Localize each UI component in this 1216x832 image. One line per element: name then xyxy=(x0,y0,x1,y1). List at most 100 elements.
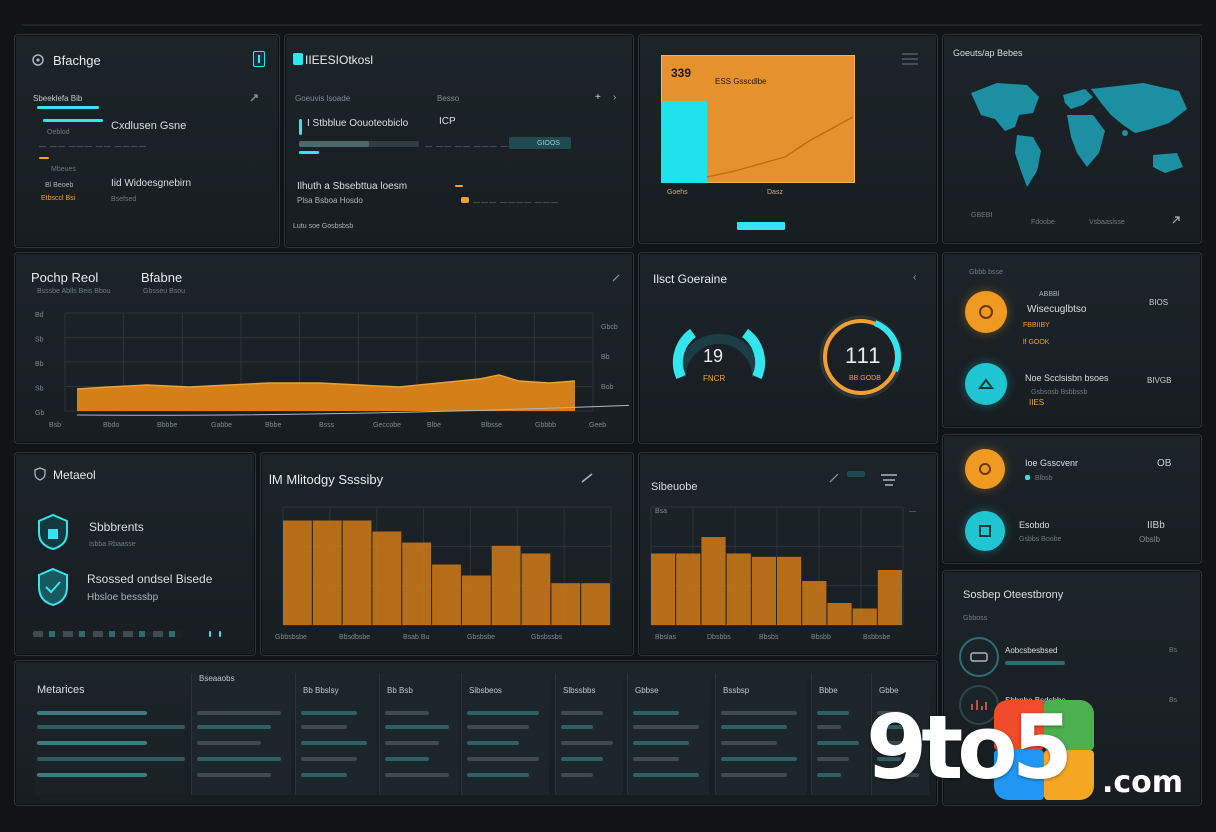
x-tick-label: Gbsbssbs xyxy=(531,634,563,641)
bar xyxy=(372,531,402,625)
table-row[interactable] xyxy=(37,741,147,745)
bar xyxy=(402,542,432,625)
alert-icon[interactable] xyxy=(965,291,1007,333)
services-panel: Ioe Gsscvenr Blbsb OB Esobdo Gsbbs Boobe… xyxy=(942,434,1202,564)
table-header[interactable]: Slbssbbs xyxy=(563,686,596,695)
y-tick-label: Bb xyxy=(35,361,44,368)
bar xyxy=(726,553,751,625)
shield-check-icon[interactable] xyxy=(35,567,71,607)
table-cell xyxy=(467,725,529,729)
y-tick-label-right: Bb xyxy=(601,354,610,361)
table-cell xyxy=(877,757,901,761)
logo-text: 9to5 xyxy=(866,696,1073,799)
table-cell xyxy=(197,757,281,761)
row-dash: — —— —— ——— —— xyxy=(425,143,517,150)
table-header[interactable]: Gbbe xyxy=(879,686,899,695)
device-icon[interactable] xyxy=(959,637,999,677)
row-a: Bl Beoeb xyxy=(45,182,74,189)
table-cell xyxy=(301,725,347,729)
progress-bar xyxy=(43,119,103,122)
gauge-1-value: 19 xyxy=(703,346,724,366)
bar xyxy=(521,553,551,625)
bar xyxy=(491,545,521,625)
table-cell xyxy=(877,711,901,715)
table-header[interactable]: Bb Bbslsy xyxy=(303,686,339,695)
lock-icon[interactable] xyxy=(35,513,71,551)
table-cell xyxy=(561,741,613,745)
cyan-column xyxy=(661,101,707,183)
panel-title-2: Bfabne xyxy=(141,270,183,285)
table-row[interactable] xyxy=(37,711,147,715)
panel-menu-icon[interactable]: ‹ xyxy=(913,272,917,283)
item-value: OB xyxy=(1157,458,1172,469)
bar-chart-2: Bsa — Bbslas Dbsbbs Bbsbs Bbsbb Bsbbsbe xyxy=(650,506,916,641)
panel-title: lM Mlitodgy Ssssiby xyxy=(269,472,384,487)
y-tick-label: Bd xyxy=(35,312,44,319)
security-icon[interactable] xyxy=(965,363,1007,405)
table-row[interactable] xyxy=(37,773,147,777)
filter-icon[interactable] xyxy=(879,471,899,489)
menu-icon[interactable] xyxy=(901,51,919,65)
item-tag: lf GOOK xyxy=(1023,339,1050,346)
x-tick-label: Gbbsbsbe xyxy=(275,634,307,641)
table-header[interactable]: Bbbe xyxy=(819,686,838,695)
item-sub: Blbsb xyxy=(1035,475,1053,482)
info-icon[interactable] xyxy=(253,51,265,67)
table-cell xyxy=(877,773,919,777)
logo-tile xyxy=(994,700,1094,800)
area-chart-panel: Pochp Reol Bfabne Bsssbe Ablls Beis Bbou… xyxy=(14,252,634,444)
table-row[interactable] xyxy=(37,725,185,729)
item-title: Ioe Gsscvenr xyxy=(1025,458,1079,468)
y-tick-label-right: Bob xyxy=(601,384,614,391)
table-header[interactable]: Bseaaobs xyxy=(199,674,235,683)
legend-dot xyxy=(209,631,211,637)
pin-icon[interactable] xyxy=(249,93,259,103)
x-tick-label: Geeb xyxy=(589,422,606,429)
item-title: Sbbbrents xyxy=(89,520,144,534)
table-cell xyxy=(385,711,429,715)
gear-icon[interactable] xyxy=(31,53,45,67)
table-cell xyxy=(817,741,859,745)
table-cell xyxy=(817,773,841,777)
toolbar-chip[interactable] xyxy=(847,471,865,477)
row-title-2: Ilhuth a Sbsebttua loesm xyxy=(297,181,408,192)
bar xyxy=(827,603,852,625)
expand-icon[interactable] xyxy=(829,473,839,483)
edit-icon[interactable] xyxy=(581,473,593,483)
table-header[interactable]: Gbbse xyxy=(635,686,659,695)
row-dash-2: ——— ———— ——— xyxy=(473,199,559,206)
table-cell xyxy=(385,741,439,745)
legend-dot xyxy=(219,631,221,637)
legend-bar xyxy=(33,631,183,637)
add-icon[interactable]: + xyxy=(595,92,601,103)
chip-icon xyxy=(293,53,303,65)
item-title-2: Esobdo xyxy=(1019,520,1050,530)
table-header[interactable]: Sibsbeos xyxy=(469,686,502,695)
item-value-2: BIVGB xyxy=(1147,376,1172,385)
row-label: Mbeues xyxy=(51,166,76,173)
table-cell xyxy=(385,773,449,777)
table-header[interactable]: Bb Bsb xyxy=(387,686,413,695)
table-cell xyxy=(633,773,699,777)
table-cell xyxy=(197,711,281,715)
table-cell xyxy=(385,725,449,729)
x-tick-label: Bbsdbsbe xyxy=(339,634,370,641)
panel-title: Sosbep Oteestbrony xyxy=(963,589,1064,601)
arrow-icon[interactable]: › xyxy=(613,92,617,103)
network-icon[interactable] xyxy=(965,511,1005,551)
area-fill xyxy=(77,375,575,411)
x-tick-label: Blbe xyxy=(427,422,441,429)
table-header[interactable]: Bssbsp xyxy=(723,686,750,695)
gauge-1-label: FNCR xyxy=(703,374,726,383)
share-icon[interactable] xyxy=(1171,215,1181,225)
progress-bar-cyan xyxy=(299,151,319,154)
coin-icon[interactable] xyxy=(965,449,1005,489)
bar xyxy=(312,520,342,625)
row-value: ICP xyxy=(439,116,456,127)
metrics-table: Bseaaobs Bb Bbslsy Bb Bsb Sibsbeos Slbssbbs G… xyxy=(15,661,937,805)
action-button[interactable] xyxy=(737,222,785,230)
expand-icon[interactable] xyxy=(611,273,621,283)
bar xyxy=(342,520,372,625)
table-row[interactable] xyxy=(37,757,185,761)
row-value-2: GIOOS xyxy=(537,140,560,147)
